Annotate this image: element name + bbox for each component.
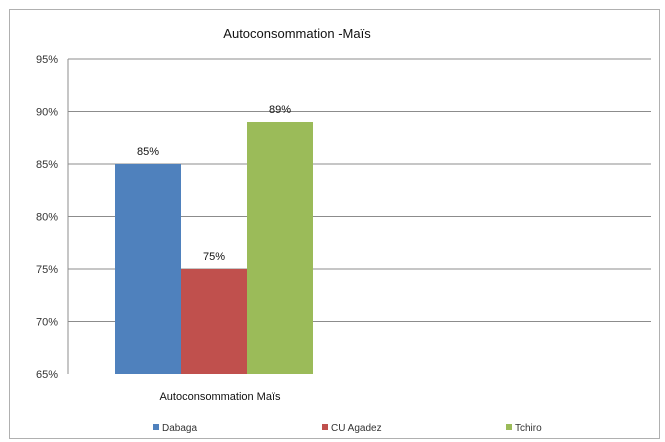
- data-labels: 85% 75% 89%: [137, 104, 291, 263]
- data-label: 89%: [269, 104, 291, 116]
- y-tick-label: 80%: [36, 212, 58, 224]
- x-category-label: Autoconsommation Maïs: [159, 391, 281, 403]
- bar-tchiroz-rine: [247, 122, 313, 374]
- legend-label: CU Agadez: [331, 423, 382, 434]
- y-tick-label: 95%: [36, 54, 58, 66]
- legend-swatch: [506, 424, 512, 430]
- legend-label: Tchiro: [515, 423, 542, 434]
- legend-label: Dabaga: [162, 423, 197, 434]
- y-tick-label: 75%: [36, 264, 58, 276]
- chart-title: Autoconsommation -Maïs: [223, 26, 371, 41]
- y-tick-label: 65%: [36, 369, 58, 381]
- bar-cu-agadez: [181, 269, 247, 374]
- data-label: 75%: [203, 251, 225, 263]
- bars: [115, 122, 313, 374]
- y-tick-label: 90%: [36, 107, 58, 119]
- y-axis: 65% 70% 75% 80% 85% 90% 95%: [36, 54, 69, 381]
- y-tick-label: 85%: [36, 159, 58, 171]
- legend-swatch: [153, 424, 159, 430]
- y-tick-label: 70%: [36, 317, 58, 329]
- bar-chart: Autoconsommation -Maïs 65% 70% 75% 80% 85% 90…: [36, 26, 651, 434]
- bar-dabaga: [115, 164, 181, 374]
- legend: Dabaga CU Agadez Tchiro: [153, 423, 542, 434]
- legend-swatch: [322, 424, 328, 430]
- data-label: 85%: [137, 146, 159, 158]
- chart-frame: Autoconsommation -Maïs 65% 70% 75% 80% 85% 90…: [9, 9, 660, 439]
